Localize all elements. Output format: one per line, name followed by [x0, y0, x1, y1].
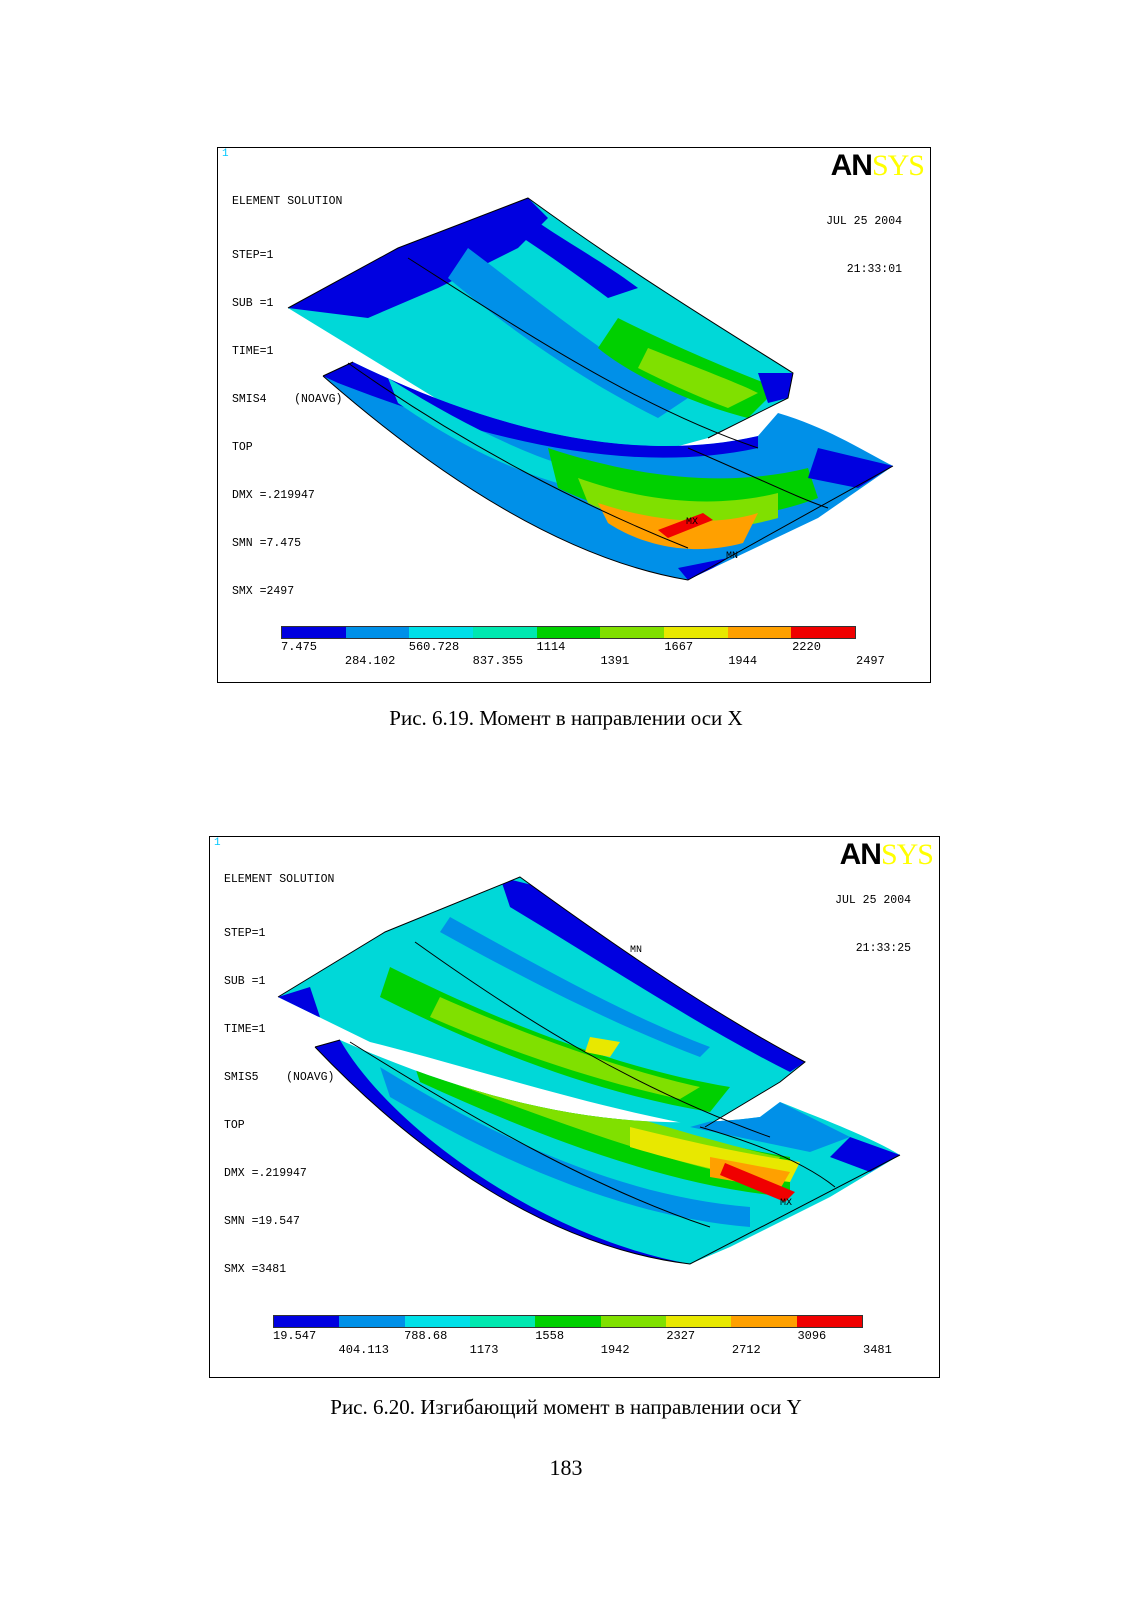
window-number: 1 — [214, 837, 221, 849]
legend-label: 1114 — [536, 640, 566, 654]
legend-label: 404.113 — [338, 1343, 389, 1357]
legend-swatch — [665, 1316, 732, 1327]
info-smn: SMN =7.475 — [232, 537, 302, 550]
date-label: JUL 25 2004 — [835, 894, 911, 907]
info-smn: SMN =19.547 — [224, 1215, 300, 1228]
legend-label: 19.547 — [273, 1329, 317, 1343]
legend-swatch — [409, 627, 474, 638]
info-step: STEP=1 — [232, 249, 274, 262]
legend-swatch — [727, 627, 792, 638]
figure-2-caption: Рис. 6.20. Изгибающий момент в направлен… — [330, 1395, 802, 1419]
time-label: 21:33:25 — [855, 942, 911, 955]
mx-marker: MX — [686, 517, 698, 528]
window-number: 1 — [222, 148, 229, 160]
mx-marker: MX — [780, 1198, 792, 1209]
page-number: 183 — [549, 1455, 583, 1480]
info-item: SMIS5 (NOAVG) — [224, 1071, 335, 1084]
mn-marker: MN — [726, 551, 738, 562]
info-layer: TOP — [232, 441, 253, 454]
legend-swatch — [791, 627, 856, 638]
legend-label: 2712 — [731, 1343, 761, 1357]
legend-swatch — [469, 1316, 536, 1327]
legend-label: 560.728 — [408, 640, 460, 654]
legend-swatch — [600, 627, 665, 638]
figure-2-ansys-plot: 1 MN — [209, 836, 940, 1378]
timestamp: JUL 25 2004 21:33:25 — [835, 861, 911, 989]
time-label: 21:33:01 — [846, 263, 902, 276]
contour-plot: MX MN — [287, 197, 894, 581]
legend-swatch — [535, 1316, 601, 1327]
info-block: ELEMENT SOLUTION STEP=1 SUB =1 TIME=1 SM… — [232, 162, 342, 632]
legend-swatch — [473, 627, 537, 638]
info-time: TIME=1 — [224, 1023, 266, 1036]
legend-label: 1942 — [600, 1343, 630, 1357]
legend-label: 1173 — [469, 1343, 499, 1357]
legend-swatch — [345, 627, 410, 638]
legend-swatch — [664, 627, 728, 638]
legend-swatch — [731, 1316, 797, 1327]
info-sub: SUB =1 — [232, 297, 274, 310]
ansys-logo: ANSYS — [830, 149, 925, 182]
legend-swatch — [536, 627, 601, 638]
figure-1-ansys-plot: 1 — [217, 147, 931, 683]
legend-label: 1391 — [600, 654, 630, 668]
ansys-logo: ANSYS — [839, 838, 934, 871]
info-time: TIME=1 — [232, 345, 274, 358]
legend-label: 1558 — [535, 1329, 565, 1343]
legend-label: 1944 — [728, 654, 758, 668]
legend-label: 7.475 — [281, 640, 318, 654]
info-block: ELEMENT SOLUTION STEP=1 SUB =1 TIME=1 SM… — [224, 840, 334, 1310]
mn-marker: MN — [630, 945, 642, 956]
color-legend — [281, 626, 856, 639]
color-legend — [273, 1315, 863, 1328]
info-layer: TOP — [224, 1119, 245, 1132]
info-smx: SMX =2497 — [232, 585, 295, 598]
timestamp: JUL 25 2004 21:33:01 — [826, 182, 902, 310]
info-smx: SMX =3481 — [224, 1263, 287, 1276]
date-label: JUL 25 2004 — [826, 215, 902, 228]
legend-label: 284.102 — [344, 654, 396, 668]
legend-swatch — [339, 1316, 405, 1327]
legend-label: 3481 — [863, 1343, 892, 1357]
info-sub: SUB =1 — [224, 975, 266, 988]
info-dmx: DMX =.219947 — [232, 489, 315, 502]
info-dmx: DMX =.219947 — [224, 1167, 307, 1180]
legend-label: 1667 — [664, 640, 694, 654]
info-title: ELEMENT SOLUTION — [224, 873, 335, 886]
legend-swatch — [274, 1316, 340, 1327]
info-title: ELEMENT SOLUTION — [232, 195, 343, 208]
legend-swatch — [796, 1316, 862, 1327]
info-item: SMIS4 (NOAVG) — [232, 393, 343, 406]
info-step: STEP=1 — [224, 927, 266, 940]
legend-label: 2220 — [792, 640, 821, 654]
legend-swatch — [404, 1316, 470, 1327]
legend-label: 788.68 — [404, 1329, 448, 1343]
figure-1-caption: Рис. 6.19. Момент в направлении оси X — [389, 706, 743, 730]
contour-plot: MN MX — [277, 876, 901, 1265]
legend-label: 2327 — [666, 1329, 696, 1343]
legend-swatch — [600, 1316, 666, 1327]
legend-label: 3096 — [797, 1329, 827, 1343]
legend-label: 2497 — [856, 654, 885, 668]
legend-label: 837.355 — [472, 654, 524, 668]
legend-swatch — [282, 627, 346, 638]
